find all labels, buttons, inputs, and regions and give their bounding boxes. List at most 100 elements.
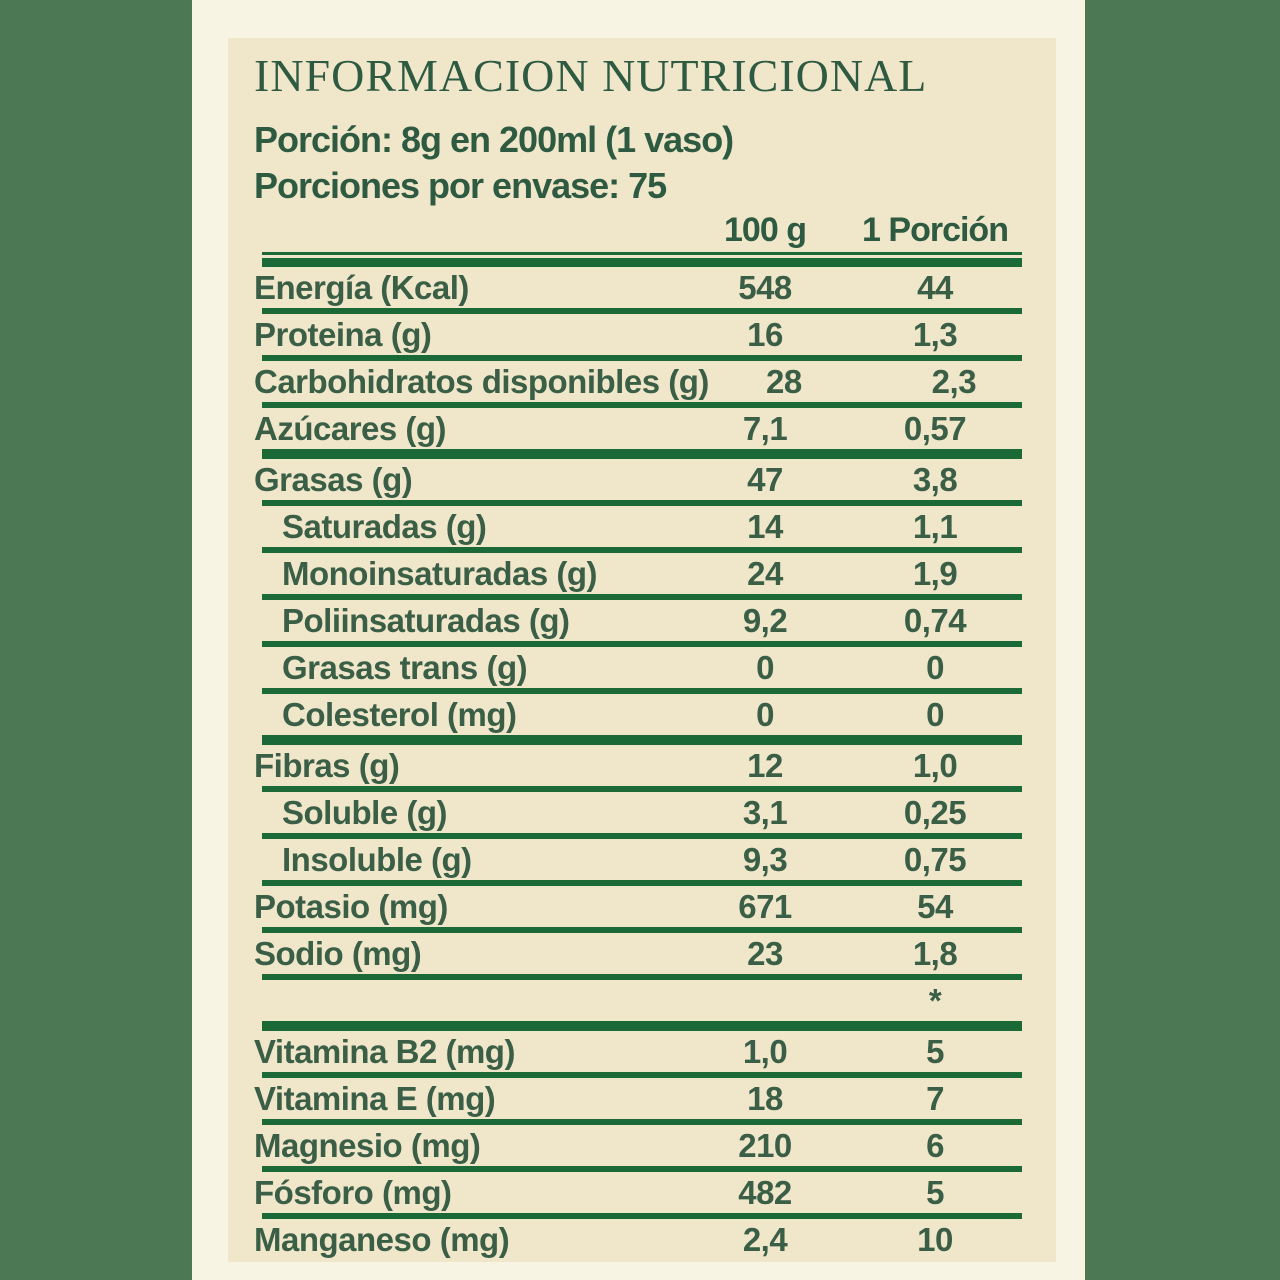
row-separator [262,1072,1022,1078]
table-row: Carbohidratos disponibles (g) 28 2,3 [254,361,1030,402]
nutrient-name: Fósforo (mg) [254,1173,452,1211]
table-row: Sodio (mg) 23 1,8 [254,933,1030,974]
value-per-100g: 28 [766,362,802,400]
value-per-serving: 0,74 [903,601,967,639]
table-row: Poliinsaturadas (g) 9,2 0,74 [254,600,1030,641]
row-separator [262,1213,1022,1219]
group-separator [262,449,1022,459]
row-separator [262,547,1022,553]
value-per-100g: 210 [738,1126,792,1164]
header-rule-thin [262,252,1022,255]
value-per-100g: 9,2 [742,601,788,639]
value-per-100g: 23 [747,934,783,972]
value-per-100g: 16 [747,315,783,353]
value-per-100g: 47 [747,460,783,498]
table-row: Grasas trans (g) 0 0 [254,647,1030,688]
nutrient-name: Vitamina B2 (mg) [254,1032,515,1070]
nutrient-name: Proteina (g) [254,315,432,353]
value-per-serving: 0 [926,695,944,733]
row-separator [262,594,1022,600]
column-header-portion: 1 Porción [862,210,1009,249]
table-row: Potasio (mg) 671 54 [254,886,1030,927]
row-separator [262,880,1022,886]
row-separator [262,786,1022,792]
row-separator [262,500,1022,506]
table-row: Azúcares (g) 7,1 0,57 [254,408,1030,449]
table-row: Monoinsaturadas (g) 24 1,9 [254,553,1030,594]
value-per-100g: 2,4 [742,1220,788,1258]
table-row: Vitamina B2 (mg) 1,0 5 [254,1031,1030,1072]
value-per-100g: 9,3 [742,840,788,878]
row-separator [262,355,1022,361]
value-per-100g: 18 [747,1079,783,1117]
value-per-serving: 1,9 [912,554,958,592]
row-separator [262,927,1022,933]
nutrient-name: Manganeso (mg) [254,1220,510,1258]
nutrient-name: Poliinsaturadas (g) [282,601,570,639]
table-row: Insoluble (g) 9,3 0,75 [254,839,1030,880]
table-row: Proteina (g) 16 1,3 [254,314,1030,355]
nutrition-table: Energía (Kcal) 548 44 Proteina (g) 16 1,3 Carb… [254,267,1030,1260]
value-per-serving: 1,3 [912,315,958,353]
row-separator [262,1119,1022,1125]
nutrient-name: Sodio (mg) [254,934,422,972]
value-per-100g: 1,0 [742,1032,788,1070]
value-per-serving: 7 [926,1079,944,1117]
group-separator [262,1021,1022,1031]
nutrient-name: Energía (Kcal) [254,268,469,306]
table-row: Energía (Kcal) 548 44 [254,267,1030,308]
row-separator [262,402,1022,408]
label-title: INFORMACION NUTRICIONAL [254,50,928,101]
row-separator [262,308,1022,314]
column-header-100g: 100 g [724,210,807,249]
group-separator [262,735,1022,745]
table-row: Soluble (g) 3,1 0,25 [254,792,1030,833]
nutrient-name: Carbohidratos disponibles (g) [254,362,709,400]
value-per-100g: 3,1 [742,793,788,831]
nutrient-name: Soluble (g) [282,793,447,831]
column-header-row: 100 g 1 Porción [254,210,1030,250]
value-per-serving: 44 [917,268,953,306]
row-separator [262,641,1022,647]
value-per-serving: 5 [926,1032,944,1070]
value-per-serving: 1,1 [912,507,958,545]
servings-per-container-line: Porciones por envase: 75 [254,165,667,206]
table-row: Fibras (g) 12 1,0 [254,745,1030,786]
value-per-serving: 0 [926,648,944,686]
table-row: Magnesio (mg) 210 6 [254,1125,1030,1166]
table-row: Saturadas (g) 14 1,1 [254,506,1030,547]
table-row: Vitamina E (mg) 18 7 [254,1078,1030,1119]
value-per-serving: 54 [917,887,953,925]
value-per-100g: 12 [747,746,783,784]
nutrient-name: Monoinsaturadas (g) [282,554,598,592]
value-per-serving: 3,8 [912,460,958,498]
serving-size-line: Porción: 8g en 200ml (1 vaso) [254,119,734,160]
table-row: Manganeso (mg) 2,4 10 [254,1219,1030,1260]
value-per-100g: 482 [738,1173,792,1211]
value-per-serving: 0,25 [903,793,967,831]
header-rule-thick [262,258,1022,267]
value-per-serving: 1,8 [912,934,958,972]
table-row: Colesterol (mg) 0 0 [254,694,1030,735]
footnote-marker: * [928,981,942,1019]
nutrient-name: Fibras (g) [254,746,400,784]
value-per-serving: 0,57 [903,409,967,447]
nutrient-name: Grasas trans (g) [282,648,528,686]
table-row: Grasas (g) 47 3,8 [254,459,1030,500]
nutrient-name: Saturadas (g) [282,507,487,545]
value-per-100g: 24 [747,554,783,592]
value-per-100g: 671 [738,887,792,925]
nutrient-name: Grasas (g) [254,460,413,498]
row-separator [262,833,1022,839]
value-per-serving: 6 [926,1126,944,1164]
value-per-serving: 1,0 [912,746,958,784]
nutrient-name: Magnesio (mg) [254,1126,481,1164]
row-separator [262,974,1022,980]
table-row: * [254,980,1030,1021]
value-per-serving: 10 [917,1220,953,1258]
nutrient-name: Potasio (mg) [254,887,448,925]
nutrient-name: Azúcares (g) [254,409,447,447]
nutrient-name: Insoluble (g) [282,840,472,878]
value-per-100g: 7,1 [742,409,788,447]
value-per-serving: 2,3 [931,362,977,400]
